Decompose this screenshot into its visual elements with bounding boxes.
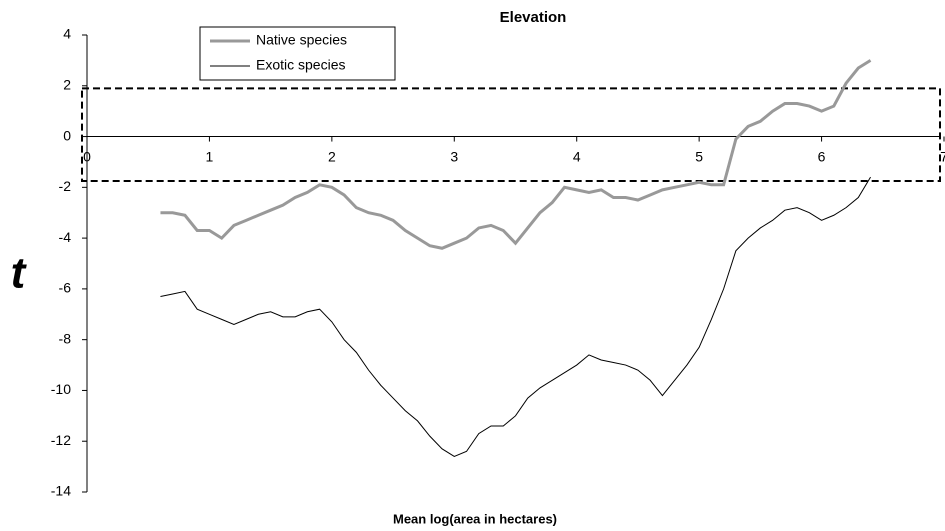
y-tick-label: -6 xyxy=(59,280,72,296)
legend-label: Native species xyxy=(256,32,347,48)
x-tick-label: 5 xyxy=(695,148,703,164)
x-tick-label: 2 xyxy=(328,148,336,164)
y-tick-label: -10 xyxy=(51,381,71,397)
y-tick-label: 2 xyxy=(63,76,71,92)
y-tick-label: -12 xyxy=(51,432,71,448)
legend-box xyxy=(199,26,396,81)
y-tick-label: -2 xyxy=(59,178,72,194)
x-tick-label: 6 xyxy=(818,148,826,164)
x-tick-label: 4 xyxy=(573,148,581,164)
y-axis-label: t xyxy=(11,249,28,298)
y-tick-label: 4 xyxy=(63,26,71,42)
x-tick-label: 3 xyxy=(450,148,458,164)
legend-label: Exotic species xyxy=(256,57,345,73)
y-tick-label: 0 xyxy=(63,127,71,143)
x-tick-label: 1 xyxy=(206,148,214,164)
x-axis-label: Mean log(area in hectares) xyxy=(393,511,557,526)
series-line xyxy=(160,176,871,458)
threshold-box xyxy=(81,87,941,182)
y-tick-label: -4 xyxy=(59,229,72,245)
y-tick-label: -8 xyxy=(59,330,72,346)
y-tick-label: -14 xyxy=(51,483,71,499)
series-line xyxy=(160,59,872,250)
x-tick-label: 0 xyxy=(83,148,91,164)
x-tick-label: 7 xyxy=(940,148,945,164)
chart-title: Elevation xyxy=(500,9,567,26)
